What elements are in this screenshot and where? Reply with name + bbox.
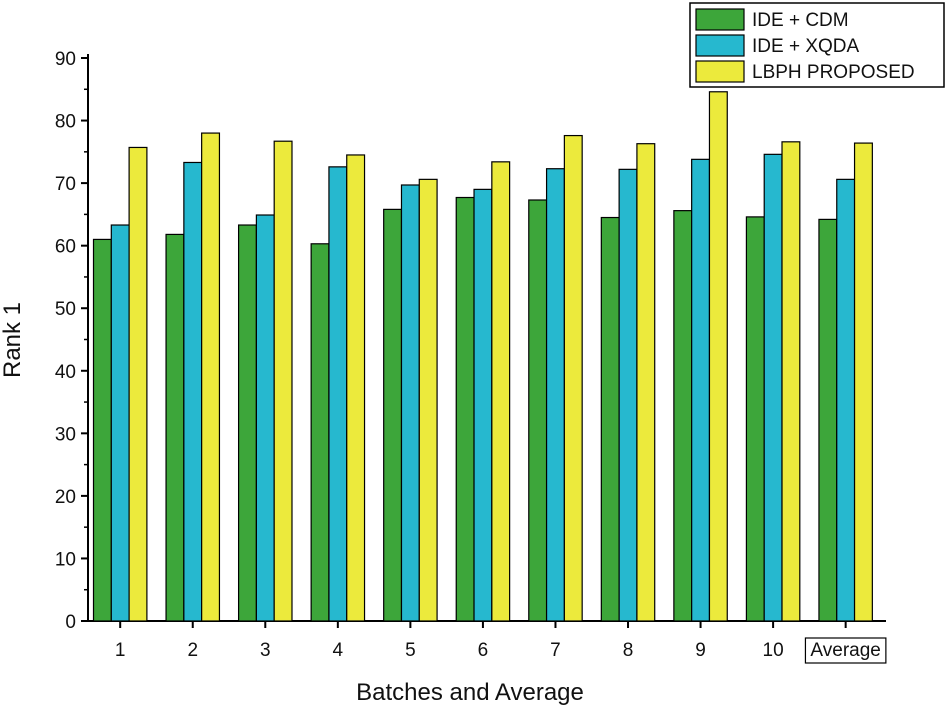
bar bbox=[818, 218, 838, 622]
x-tick-label: Average bbox=[810, 640, 880, 661]
bar bbox=[201, 132, 221, 622]
x-tick-label: 2 bbox=[187, 640, 198, 661]
bar bbox=[310, 243, 330, 622]
bar bbox=[781, 141, 801, 622]
legend-label: LBPH PROPOSED bbox=[752, 62, 915, 83]
x-tick-label: 4 bbox=[333, 640, 344, 661]
bar bbox=[273, 140, 293, 622]
legend-swatch bbox=[695, 34, 745, 57]
x-tick-label: 1 bbox=[115, 640, 126, 661]
bar bbox=[836, 178, 856, 622]
bar bbox=[691, 158, 711, 622]
tick-labels: 0 10 20 30 40 50 60 70 80 90 1 2 3 4 5 6 7 8 9 10 Average bbox=[55, 49, 887, 664]
x-tick-label: 5 bbox=[405, 640, 416, 661]
legend-swatch bbox=[695, 60, 745, 83]
bar bbox=[455, 196, 475, 622]
x-tick-label: 9 bbox=[695, 640, 706, 661]
bar bbox=[491, 161, 511, 622]
bar bbox=[600, 216, 620, 622]
bar bbox=[383, 208, 403, 622]
bars bbox=[92, 91, 873, 622]
bar bbox=[745, 216, 765, 622]
bar bbox=[636, 143, 656, 622]
y-tick-label: 30 bbox=[55, 424, 76, 445]
x-tick-label: 3 bbox=[260, 640, 271, 661]
bar bbox=[92, 238, 112, 622]
bar bbox=[110, 224, 130, 622]
bar bbox=[400, 184, 420, 622]
bar bbox=[165, 233, 185, 622]
bar bbox=[673, 210, 693, 622]
bar bbox=[473, 188, 493, 622]
legend-label: IDE + CDM bbox=[752, 10, 849, 31]
legend-label: IDE + XQDA bbox=[752, 36, 859, 57]
y-tick-label: 90 bbox=[55, 49, 76, 70]
y-tick-label: 10 bbox=[55, 549, 76, 570]
y-tick-label: 60 bbox=[55, 237, 76, 258]
x-tick-label: 10 bbox=[763, 640, 784, 661]
bar bbox=[763, 153, 783, 622]
bar bbox=[618, 168, 638, 622]
bar bbox=[346, 154, 366, 622]
bar bbox=[328, 166, 348, 622]
bar bbox=[237, 224, 257, 622]
bar bbox=[128, 146, 148, 622]
bar bbox=[853, 142, 873, 622]
y-tick-label: 80 bbox=[55, 112, 76, 133]
y-tick-label: 20 bbox=[55, 487, 76, 508]
x-tick-label: 6 bbox=[478, 640, 489, 661]
bar bbox=[545, 168, 565, 622]
bar bbox=[708, 91, 728, 622]
x-axis-title: Batches and Average bbox=[356, 679, 584, 706]
y-tick-label: 0 bbox=[65, 612, 76, 633]
bar bbox=[528, 199, 548, 622]
y-axis-title: Rank 1 bbox=[0, 302, 26, 378]
x-tick-label-box bbox=[804, 637, 887, 664]
legend-swatch bbox=[695, 8, 745, 31]
y-tick-label: 70 bbox=[55, 174, 76, 195]
bar bbox=[418, 178, 438, 622]
bar bbox=[563, 134, 583, 622]
x-tick-label: 7 bbox=[550, 640, 561, 661]
bar bbox=[183, 161, 203, 622]
bar bbox=[255, 214, 275, 622]
legend: IDE + CDM IDE + XQDA LBPH PROPOSED bbox=[689, 2, 945, 88]
y-tick-label: 50 bbox=[55, 299, 76, 320]
y-tick-label: 40 bbox=[55, 362, 76, 383]
x-tick-label: 8 bbox=[623, 640, 634, 661]
